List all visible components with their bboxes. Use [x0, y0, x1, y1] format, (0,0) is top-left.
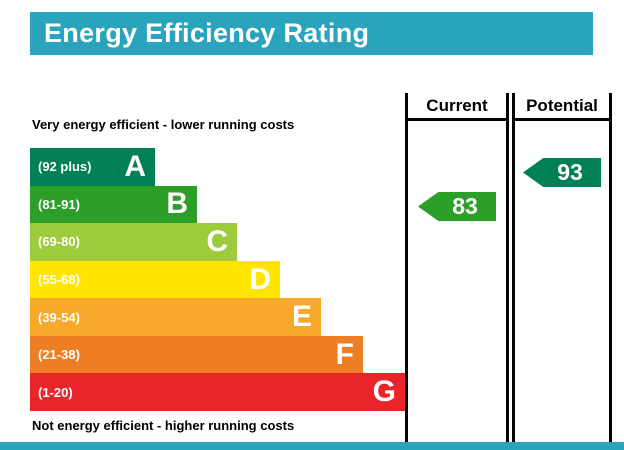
band-letter: B: [166, 187, 188, 221]
band-range-label: (1-20): [38, 384, 73, 400]
potential-column: Potential 93: [512, 93, 612, 442]
rating-band-b: (81-91) B: [30, 185, 197, 224]
band-range-label: (39-54): [38, 309, 80, 325]
top-note: Very energy efficient - lower running co…: [32, 117, 295, 132]
current-rating-value: 83: [452, 193, 478, 219]
band-range-label: (92 plus): [38, 159, 92, 175]
current-rating-arrow: 83: [418, 192, 496, 221]
band-letter: A: [124, 149, 146, 183]
potential-rating-arrow: 93: [523, 158, 601, 187]
band-range-label: (69-80): [38, 234, 80, 250]
rating-band-c: (69-80) C: [30, 223, 237, 261]
potential-rating-value: 93: [557, 159, 583, 185]
bottom-note: Not energy efficient - higher running co…: [32, 418, 295, 433]
chart-title: Energy Efficiency Rating: [44, 18, 370, 48]
band-range-label: (55-68): [38, 272, 80, 288]
band-letter: D: [249, 262, 271, 296]
chart-title-bar: Energy Efficiency Rating: [30, 12, 593, 55]
band-letter: F: [335, 337, 354, 371]
rating-band-f: (21-38) F: [30, 335, 363, 374]
current-column-header: Current: [408, 93, 506, 121]
band-letter: G: [372, 375, 396, 409]
band-range-label: (21-38): [38, 347, 80, 363]
energy-efficiency-chart: Very energy efficient - lower running co…: [30, 90, 612, 442]
current-column: Current 83: [405, 93, 509, 442]
band-range-label: (81-91): [38, 196, 80, 212]
rating-band-d: (55-68) D: [30, 260, 280, 299]
band-letter: C: [206, 224, 228, 258]
rating-bands: (92 plus) A (81-91) B (69-80) C (55-68) …: [30, 148, 405, 412]
rating-band-e: (39-54) E: [30, 298, 321, 336]
band-letter: E: [291, 300, 312, 334]
rating-band-g: (1-20) G: [30, 373, 405, 412]
rating-band-a: (92 plus) A: [30, 148, 155, 186]
bottom-accent-bar: [0, 442, 624, 450]
potential-column-header: Potential: [515, 93, 609, 121]
